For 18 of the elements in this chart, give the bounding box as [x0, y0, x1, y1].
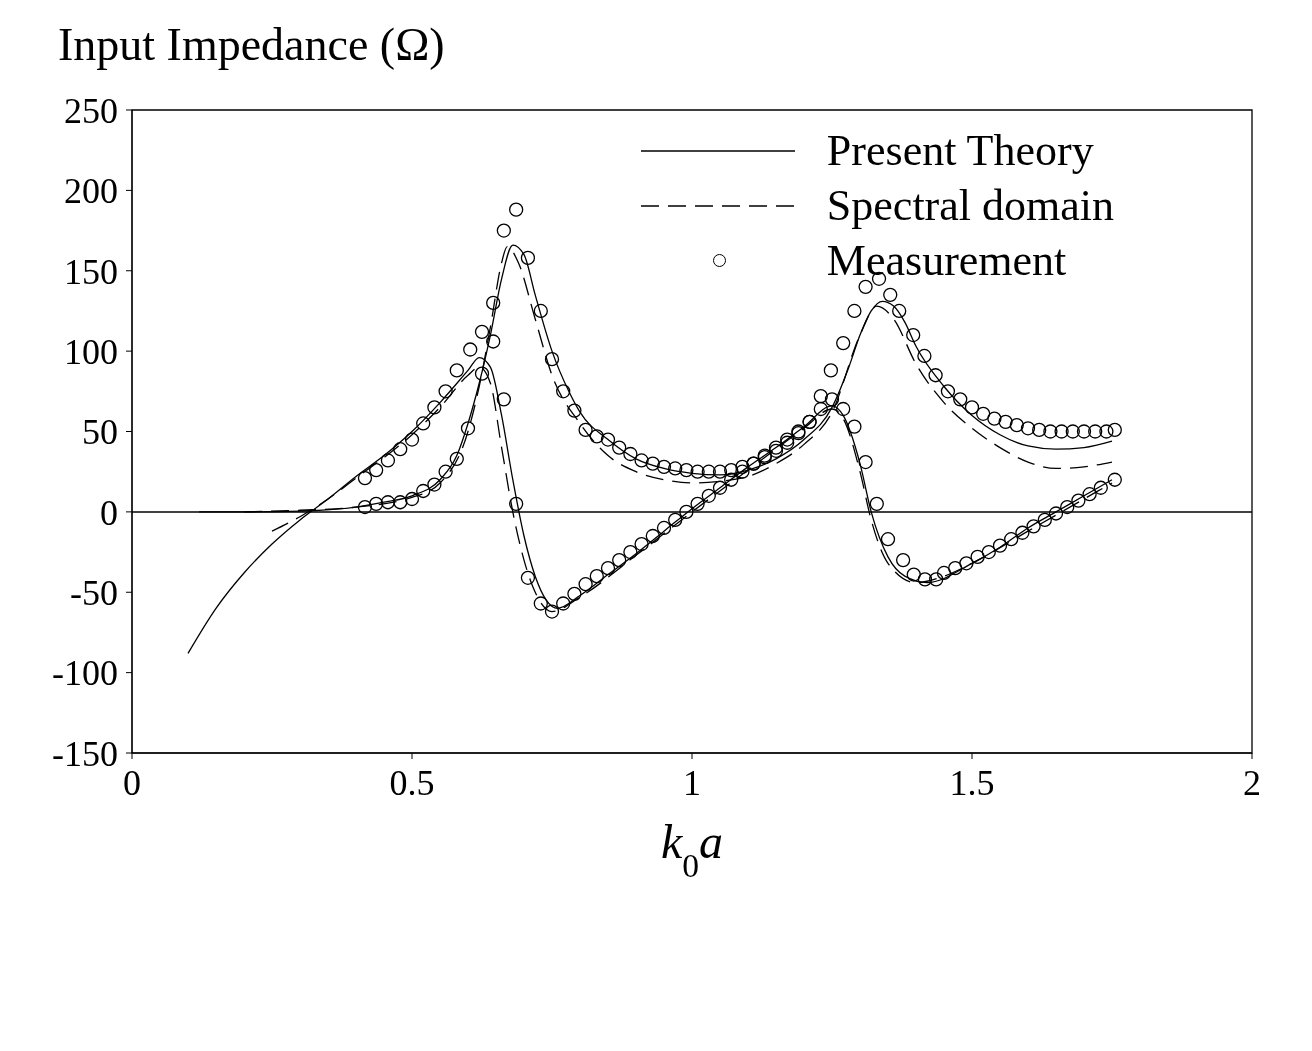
- x-tick-label: 2: [1243, 762, 1261, 803]
- y-tick-label: 50: [82, 412, 118, 453]
- x-tick-label: 1.5: [949, 762, 995, 803]
- y-tick-label: -50: [70, 573, 118, 614]
- x-tick-label: 1: [683, 762, 701, 803]
- y-axis-title: Input Impedance (Ω): [58, 19, 445, 70]
- y-tick-label: -100: [52, 653, 118, 694]
- legend-label: Present Theory: [826, 125, 1094, 176]
- y-tick-label: 250: [64, 90, 118, 131]
- x-tick-label: 0.5: [389, 762, 435, 803]
- x-axis-title: k$_{0}$a: [660, 815, 724, 884]
- legend-label: Measurement: [826, 235, 1067, 286]
- y-tick-label: -150: [52, 733, 118, 774]
- legend-label: Spectral domain: [826, 180, 1114, 231]
- y-tick-label: 150: [64, 251, 118, 292]
- y-tick-label: 200: [64, 171, 118, 212]
- y-tick-label: 0: [100, 492, 118, 533]
- y-tick-label: 100: [64, 331, 118, 372]
